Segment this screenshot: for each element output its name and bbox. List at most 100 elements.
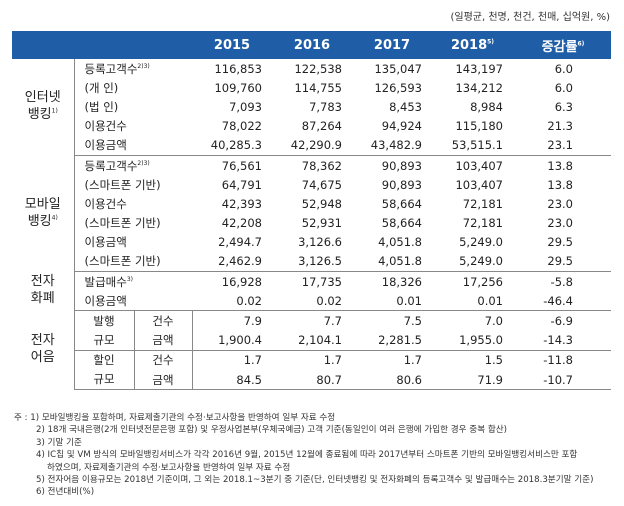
value-cell: 8,984 [470, 99, 503, 114]
value-cell: 7.7 [323, 314, 342, 329]
value-cell: 43,482.9 [352, 135, 432, 156]
value-cell: 1.5 [484, 353, 503, 368]
value-cell: 58,664 [381, 196, 422, 211]
rate-cell: 23.0 [547, 196, 573, 211]
value-cell: 8,453 [389, 99, 422, 114]
footnotes: 주 : 1) 모바일뱅킹을 포함하며, 자료제출기관의 수정·보고사항을 반영하… [14, 412, 593, 499]
rate-cell: 13.8 [547, 158, 573, 173]
value-cell: 143,197 [455, 61, 503, 76]
value-cell: 90,893 [381, 177, 422, 192]
value-cell: 78,362 [301, 158, 342, 173]
value-cell: 1.7 [323, 353, 342, 368]
table-row: 이용금액 0.02 0.02 0.01 0.01 -46.4 [12, 291, 611, 312]
value-cell: 103,407 [455, 177, 503, 192]
value-cell: 80.7 [272, 370, 352, 391]
table-row: 이용금액 40,285.3 42,290.9 43,482.9 53,515.1 23.1 [12, 135, 611, 156]
item-label: 이용금액 [74, 135, 192, 156]
note-6: 6) 전년대비(%) [36, 487, 95, 498]
value-cell: 0.01 [432, 291, 513, 312]
value-cell: 1.7 [403, 353, 422, 368]
group-label: 인터넷 뱅킹1) [12, 59, 75, 156]
table-row: 인터넷 뱅킹1) 등록고객수2)3) 116,853 122,538 135,047 143… [12, 59, 611, 156]
table-row: (개 인) 109,760 114,755 126,593 134,212 6.0 [12, 78, 611, 97]
value-cell: 103,407 [455, 158, 503, 173]
value-cell: 5,249.0 [432, 251, 513, 273]
sub-item-label: 건수 [134, 350, 193, 370]
value-cell: 4,051.8 [352, 251, 432, 273]
value-cell: 71.9 [432, 370, 513, 391]
value-cell: 74,675 [301, 177, 342, 192]
value-cell: 109,760 [214, 80, 262, 95]
rate-cell: 13.8 [547, 177, 573, 192]
rate-cell: -6.9 [550, 314, 573, 329]
table-row: 전자 화폐 발급매수3) 16,928 17,735 18,326 17,256 -5.8 [12, 271, 611, 311]
rate-cell: 6.0 [554, 80, 573, 95]
item-label: (법 인) [84, 99, 119, 114]
stats-table: 2015 2016 2017 20185) 증감률6) 인터넷 뱅킹1) 등록고객수… [12, 31, 611, 391]
rate-cell: 29.5 [513, 251, 611, 273]
value-cell: 78,022 [221, 119, 262, 134]
rate-cell: 21.3 [547, 119, 573, 134]
value-cell: 84.5 [192, 370, 272, 391]
value-cell: 72,181 [462, 216, 503, 231]
header-2015: 2015 [192, 31, 272, 59]
value-cell: 16,928 [221, 274, 262, 289]
rate-cell: -5.8 [550, 274, 573, 289]
value-cell: 17,735 [301, 274, 342, 289]
header-2016: 2016 [272, 31, 352, 59]
sub-item-label: 금액 [134, 370, 193, 391]
value-cell: 5,249.0 [459, 235, 503, 250]
rate-cell: -10.7 [513, 370, 611, 391]
rate-cell: 23.1 [513, 135, 611, 156]
item-label: 등록고객수2)3) [84, 158, 150, 173]
value-cell: 53,515.1 [432, 135, 513, 156]
value-cell: 90,893 [381, 158, 422, 173]
value-cell: 0.02 [272, 291, 352, 312]
item-label: (스마트폰 기반) [84, 177, 161, 192]
table-row: 이용건수 78,022 87,264 94,924 115,180 21.3 [12, 117, 611, 136]
item-label: 등록고객수2)3) [84, 61, 150, 76]
group-label: 전자 어음 [12, 310, 75, 390]
group-label: 모바일 뱅킹4) [12, 155, 75, 272]
value-cell: 7.5 [403, 314, 422, 329]
item-label: 이용금액 [74, 291, 192, 312]
value-cell: 135,047 [374, 61, 422, 76]
value-cell: 52,931 [301, 216, 342, 231]
item-label: 발급매수3) [84, 274, 134, 289]
table-row: (스마트폰 기반) 2,462.9 3,126.5 4,051.8 5,249.0 29.… [12, 251, 611, 273]
table-row: 모바일 뱅킹4) 등록고객수2)3) 76,561 78,362 90,893 103,40… [12, 155, 611, 272]
rate-cell: 6.3 [554, 99, 573, 114]
value-cell: 94,924 [381, 119, 422, 134]
table-row: 이용건수 42,393 52,948 58,664 72,181 23.0 [12, 194, 611, 213]
value-cell: 64,791 [221, 177, 262, 192]
value-cell: 4,051.8 [378, 235, 422, 250]
table-row: (스마트폰 기반) 64,791 74,675 90,893 103,407 13.8 [12, 175, 611, 194]
note-1: 주 : 1) 모바일뱅킹을 포함하며, 자료제출기관의 수정·보고사항을 반영하… [14, 413, 336, 423]
value-cell: 0.01 [352, 291, 432, 312]
value-cell: 40,285.3 [192, 135, 272, 156]
value-cell: 7,093 [229, 99, 262, 114]
header-rate: 증감률6) [513, 31, 611, 59]
value-cell: 42,290.9 [272, 135, 352, 156]
value-cell: 76,561 [221, 158, 262, 173]
group-label: 전자 화폐 [12, 271, 75, 311]
value-cell: 0.02 [192, 291, 272, 312]
value-cell: 7.9 [243, 314, 262, 329]
table-row: (법 인) 7,093 7,783 8,453 8,984 6.3 [12, 97, 611, 116]
value-cell: 17,256 [462, 274, 503, 289]
value-cell: 126,593 [374, 80, 422, 95]
value-cell: 42,393 [221, 196, 262, 211]
header-2018: 20185) [432, 31, 513, 59]
value-cell: 134,212 [455, 80, 503, 95]
value-cell: 42,208 [221, 216, 262, 231]
value-cell: 3,126.5 [272, 251, 352, 273]
item-label: 이용금액 [84, 235, 127, 250]
table-row: 이용금액 2,494.7 3,126.6 4,051.8 5,249.0 29.5 [12, 233, 611, 252]
rate-cell: -11.8 [543, 353, 573, 368]
rate-cell: -14.3 [513, 330, 611, 351]
item-label: (스마트폰 기반) [84, 216, 161, 231]
item-label: 이용건수 [84, 196, 127, 211]
header-blank [12, 31, 192, 59]
value-cell: 2,281.5 [352, 330, 432, 351]
value-cell: 122,538 [294, 61, 342, 76]
